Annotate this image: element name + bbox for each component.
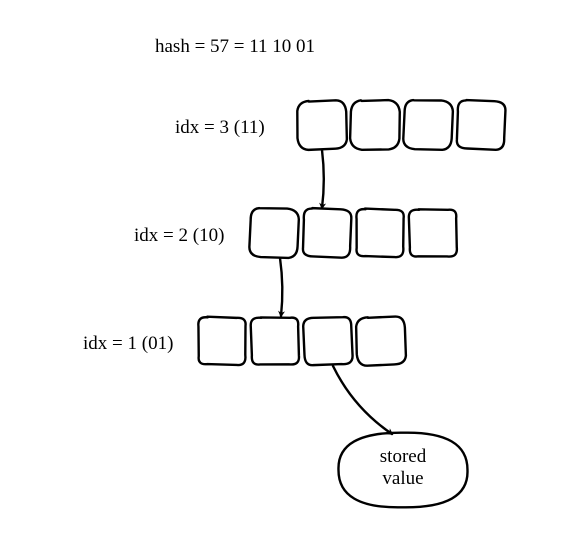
array-box <box>457 100 506 150</box>
array-box <box>249 208 298 258</box>
array-box <box>303 208 351 258</box>
array-box <box>356 209 403 258</box>
array-box <box>403 100 453 150</box>
arrow <box>333 366 392 434</box>
arrow <box>280 258 282 316</box>
array-box <box>409 209 457 256</box>
stored-value-label: storedvalue <box>353 446 453 490</box>
array-box <box>297 100 347 150</box>
array-box <box>356 317 406 366</box>
arrow <box>322 150 324 208</box>
hash-header: hash = 57 = 11 10 01 <box>155 36 315 58</box>
array-box <box>350 100 400 150</box>
level-label: idx = 1 (01) <box>83 333 173 355</box>
array-box <box>251 317 299 364</box>
level-label: idx = 3 (11) <box>175 117 265 139</box>
diagram-canvas <box>0 0 575 548</box>
level-label: idx = 2 (10) <box>134 225 224 247</box>
array-box <box>198 317 245 365</box>
array-box <box>303 317 352 365</box>
